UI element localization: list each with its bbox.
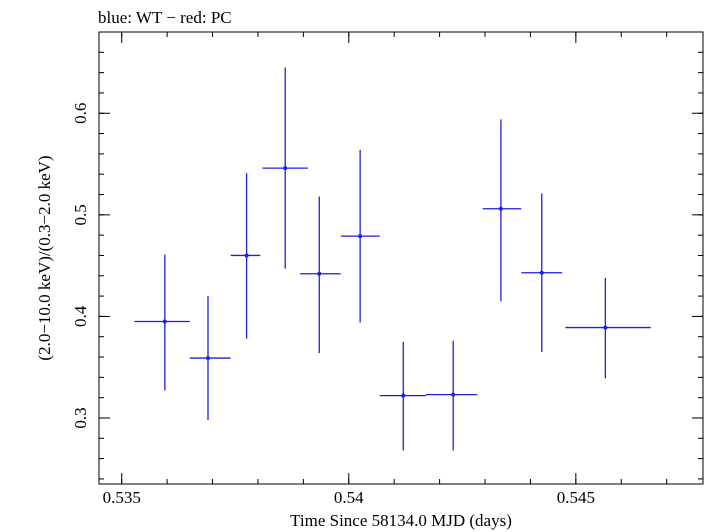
x-axis-label: Time Since 58134.0 MJD (days)	[290, 511, 512, 530]
point-marker	[205, 356, 210, 361]
data-point	[521, 193, 563, 352]
y-tick-label: 0.3	[71, 407, 90, 428]
chart-title: blue: WT − red: PC	[98, 8, 232, 27]
y-axis-label: (2.0−10.0 keV)/(0.3−2.0 keV)	[35, 155, 54, 360]
x-tick-label: 0.54	[334, 488, 364, 507]
point-marker	[283, 166, 288, 171]
data-point	[300, 196, 341, 353]
data-point	[482, 119, 522, 302]
y-tick-label: 0.5	[71, 204, 90, 225]
point-marker	[603, 325, 608, 330]
point-marker	[498, 206, 503, 211]
x-tick-label: 0.535	[103, 488, 141, 507]
data-point	[230, 173, 261, 339]
y-tick-label: 0.4	[71, 305, 90, 327]
data-point	[341, 149, 380, 323]
point-marker	[539, 270, 544, 275]
y-tick-label: 0.6	[71, 103, 90, 124]
x-tick-label: 0.545	[557, 488, 595, 507]
point-marker	[317, 271, 322, 276]
point-marker	[401, 393, 406, 398]
data-point	[189, 296, 231, 421]
data-point	[565, 277, 651, 379]
plot-frame	[98, 31, 704, 485]
data-point	[379, 341, 426, 451]
data-point	[425, 340, 478, 451]
point-marker	[358, 234, 363, 239]
data-points	[134, 67, 651, 451]
point-marker	[451, 392, 456, 397]
point-marker	[244, 253, 249, 258]
point-marker	[162, 319, 167, 324]
data-point	[262, 67, 308, 269]
axis-ticks: 0.535 0.54 0.545 0.3 0.4 0.5 0.6	[71, 31, 703, 507]
data-point	[134, 254, 190, 391]
